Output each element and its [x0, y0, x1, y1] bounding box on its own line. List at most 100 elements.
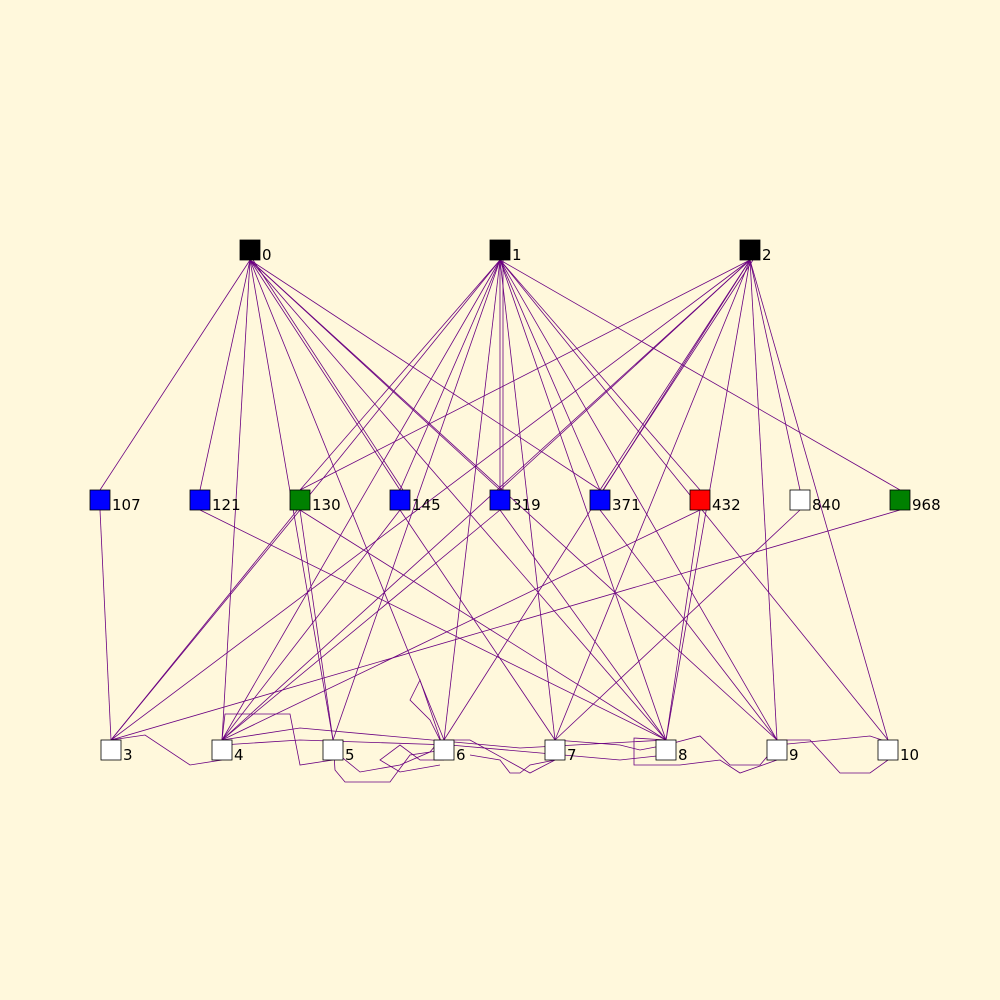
- graph-edge: [499, 259, 701, 491]
- graph-edge: [199, 259, 251, 491]
- graph-edge: [252, 259, 404, 491]
- graph-node-4[interactable]: 4: [211, 739, 244, 764]
- node-label: 130: [312, 496, 341, 514]
- graph-edge: [110, 259, 751, 741]
- graph-edge: [221, 509, 701, 741]
- graph-node-8[interactable]: 8: [655, 739, 688, 764]
- node-box[interactable]: [289, 489, 311, 511]
- node-label: 121: [212, 496, 241, 514]
- graph-edge: [443, 259, 501, 741]
- node-box[interactable]: [489, 239, 511, 261]
- graph-edge: [499, 509, 667, 741]
- node-box[interactable]: [89, 489, 111, 511]
- node-label: 6: [456, 746, 466, 764]
- node-box[interactable]: [489, 489, 511, 511]
- node-label: 1: [512, 246, 522, 264]
- graph-edge: [665, 509, 701, 741]
- node-box[interactable]: [789, 489, 811, 511]
- graph-node-7[interactable]: 7: [544, 739, 577, 764]
- graph-node-968[interactable]: 968: [889, 489, 941, 514]
- node-label: 5: [345, 746, 355, 764]
- node-box[interactable]: [589, 489, 611, 511]
- graph-node-840[interactable]: 840: [789, 489, 841, 514]
- node-label: 8: [678, 746, 688, 764]
- graph-edge: [221, 509, 401, 741]
- graph-edge: [249, 259, 445, 741]
- graph-edge: [399, 259, 501, 491]
- node-box[interactable]: [655, 739, 677, 761]
- graph-edge: [499, 259, 601, 491]
- graph-node-6[interactable]: 6: [433, 739, 466, 764]
- node-label: 968: [912, 496, 941, 514]
- node-label: 10: [900, 746, 919, 764]
- node-label: 4: [234, 746, 244, 764]
- graph-edge: [249, 259, 667, 741]
- graph-edge: [299, 259, 751, 491]
- graph-edge: [499, 259, 778, 741]
- graph-edge: [749, 259, 889, 741]
- graph-edge: [399, 509, 556, 741]
- graph-node-10[interactable]: 10: [877, 739, 919, 764]
- graph-edge: [499, 259, 556, 741]
- node-box[interactable]: [544, 739, 566, 761]
- node-box[interactable]: [689, 489, 711, 511]
- graph-edge: [299, 509, 334, 741]
- node-label: 9: [789, 746, 799, 764]
- graph-edge: [776, 735, 889, 746]
- graph-node-145[interactable]: 145: [389, 489, 441, 514]
- node-box[interactable]: [389, 489, 411, 511]
- graph-edge: [777, 739, 889, 774]
- graph-node-130[interactable]: 130: [289, 489, 341, 514]
- node-box[interactable]: [239, 239, 261, 261]
- graph-edge: [221, 259, 751, 741]
- graph-edge: [599, 509, 778, 741]
- graph-edge: [110, 734, 223, 766]
- graph-edge: [749, 259, 801, 491]
- graph-edge: [599, 259, 751, 491]
- graph-edge: [249, 259, 778, 741]
- node-box[interactable]: [433, 739, 455, 761]
- graph-node-319[interactable]: 319: [489, 489, 541, 514]
- node-box[interactable]: [766, 739, 788, 761]
- node-box[interactable]: [189, 489, 211, 511]
- graph-node-9[interactable]: 9: [766, 739, 799, 764]
- node-label: 319: [512, 496, 541, 514]
- graph-node-0[interactable]: 0: [239, 239, 272, 264]
- graph-edge: [221, 713, 334, 766]
- node-label: 432: [712, 496, 741, 514]
- node-box[interactable]: [100, 739, 122, 761]
- node-box[interactable]: [211, 739, 233, 761]
- graph-edge: [665, 735, 778, 766]
- graph-node-432[interactable]: 432: [689, 489, 741, 514]
- graph-edge: [332, 739, 445, 783]
- nodes-layer: 0 1 2 107 121 130 145 319 371 432 840 968 3 4 5 6 7 8 9 10: [89, 239, 941, 764]
- graph-node-3[interactable]: 3: [100, 739, 133, 764]
- graph-edge: [199, 509, 667, 741]
- graph-edge: [554, 509, 801, 741]
- node-box[interactable]: [877, 739, 899, 761]
- edges-layer: [99, 259, 901, 741]
- graph-node-5[interactable]: 5: [322, 739, 355, 764]
- graph-edge: [99, 509, 112, 741]
- graph-node-371[interactable]: 371: [589, 489, 641, 514]
- graph-edge: [332, 259, 501, 741]
- graph-node-107[interactable]: 107: [89, 489, 141, 514]
- routed-edges-layer: [110, 678, 889, 783]
- graph-edge: [110, 509, 901, 741]
- node-box[interactable]: [739, 239, 761, 261]
- node-box[interactable]: [322, 739, 344, 761]
- graph-edge: [444, 739, 556, 774]
- graph-edge: [221, 509, 501, 741]
- graph-edge: [633, 737, 778, 774]
- node-box[interactable]: [889, 489, 911, 511]
- node-label: 3: [123, 746, 133, 764]
- node-label: 107: [112, 496, 141, 514]
- graph-node-2[interactable]: 2: [739, 239, 772, 264]
- graph-edge: [110, 509, 301, 741]
- graph-node-121[interactable]: 121: [189, 489, 241, 514]
- graph-edge: [499, 259, 667, 741]
- graph-edge: [249, 259, 401, 491]
- graph-edge: [554, 739, 667, 751]
- graph-node-1[interactable]: 1: [489, 239, 522, 264]
